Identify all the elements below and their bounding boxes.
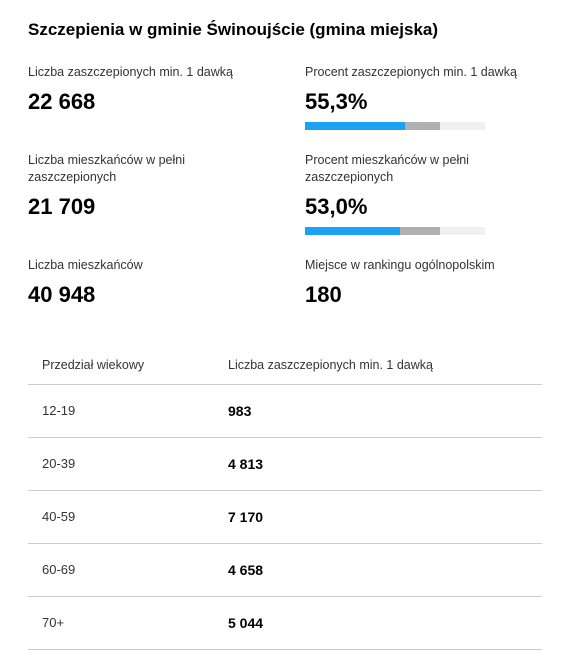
age-table: Przedział wiekowy Liczba zaszczepionych … xyxy=(28,348,542,650)
table-row: 20-39 4 813 xyxy=(28,438,542,491)
stat-population: Liczba mieszkańców 40 948 xyxy=(28,257,265,308)
cell-count: 4 658 xyxy=(228,562,542,578)
stats-grid: Liczba zaszczepionych min. 1 dawką 22 66… xyxy=(28,64,542,308)
stat-vaccinated-min1: Liczba zaszczepionych min. 1 dawką 22 66… xyxy=(28,64,265,130)
page-title: Szczepienia w gminie Świnoujście (gmina … xyxy=(28,20,542,40)
stat-value: 55,3% xyxy=(305,89,542,115)
table-row: 12-19 983 xyxy=(28,385,542,438)
progress-bar xyxy=(305,227,485,235)
stat-label: Liczba zaszczepionych min. 1 dawką xyxy=(28,64,265,81)
stat-label: Procent zaszczepionych min. 1 dawką xyxy=(305,64,542,81)
stat-value: 180 xyxy=(305,282,542,308)
stat-value: 53,0% xyxy=(305,194,542,220)
header-age: Przedział wiekowy xyxy=(28,358,228,372)
table-row: 70+ 5 044 xyxy=(28,597,542,650)
progress-fill xyxy=(305,227,400,235)
table-row: 40-59 7 170 xyxy=(28,491,542,544)
table-row: 60-69 4 658 xyxy=(28,544,542,597)
header-count: Liczba zaszczepionych min. 1 dawką xyxy=(228,358,542,372)
cell-count: 4 813 xyxy=(228,456,542,472)
stat-value: 40 948 xyxy=(28,282,265,308)
cell-count: 7 170 xyxy=(228,509,542,525)
stat-value: 22 668 xyxy=(28,89,265,115)
stat-label: Liczba mieszkańców w pełni zaszczepionyc… xyxy=(28,152,265,186)
cell-age: 70+ xyxy=(28,615,228,631)
stat-label: Procent mieszkańców w pełni zaszczepiony… xyxy=(305,152,542,186)
progress-bar xyxy=(305,122,485,130)
cell-age: 20-39 xyxy=(28,456,228,472)
stat-label: Miejsce w rankingu ogólnopolskim xyxy=(305,257,542,274)
cell-age: 40-59 xyxy=(28,509,228,525)
stat-label: Liczba mieszkańców xyxy=(28,257,265,274)
stat-percent-min1: Procent zaszczepionych min. 1 dawką 55,3… xyxy=(305,64,542,130)
cell-age: 12-19 xyxy=(28,403,228,419)
stat-value: 21 709 xyxy=(28,194,265,220)
stat-ranking: Miejsce w rankingu ogólnopolskim 180 xyxy=(305,257,542,308)
stat-percent-full: Procent mieszkańców w pełni zaszczepiony… xyxy=(305,152,542,235)
cell-age: 60-69 xyxy=(28,562,228,578)
cell-count: 983 xyxy=(228,403,542,419)
table-header: Przedział wiekowy Liczba zaszczepionych … xyxy=(28,348,542,385)
stat-fully-vaccinated: Liczba mieszkańców w pełni zaszczepionyc… xyxy=(28,152,265,235)
cell-count: 5 044 xyxy=(228,615,542,631)
progress-fill xyxy=(305,122,405,130)
